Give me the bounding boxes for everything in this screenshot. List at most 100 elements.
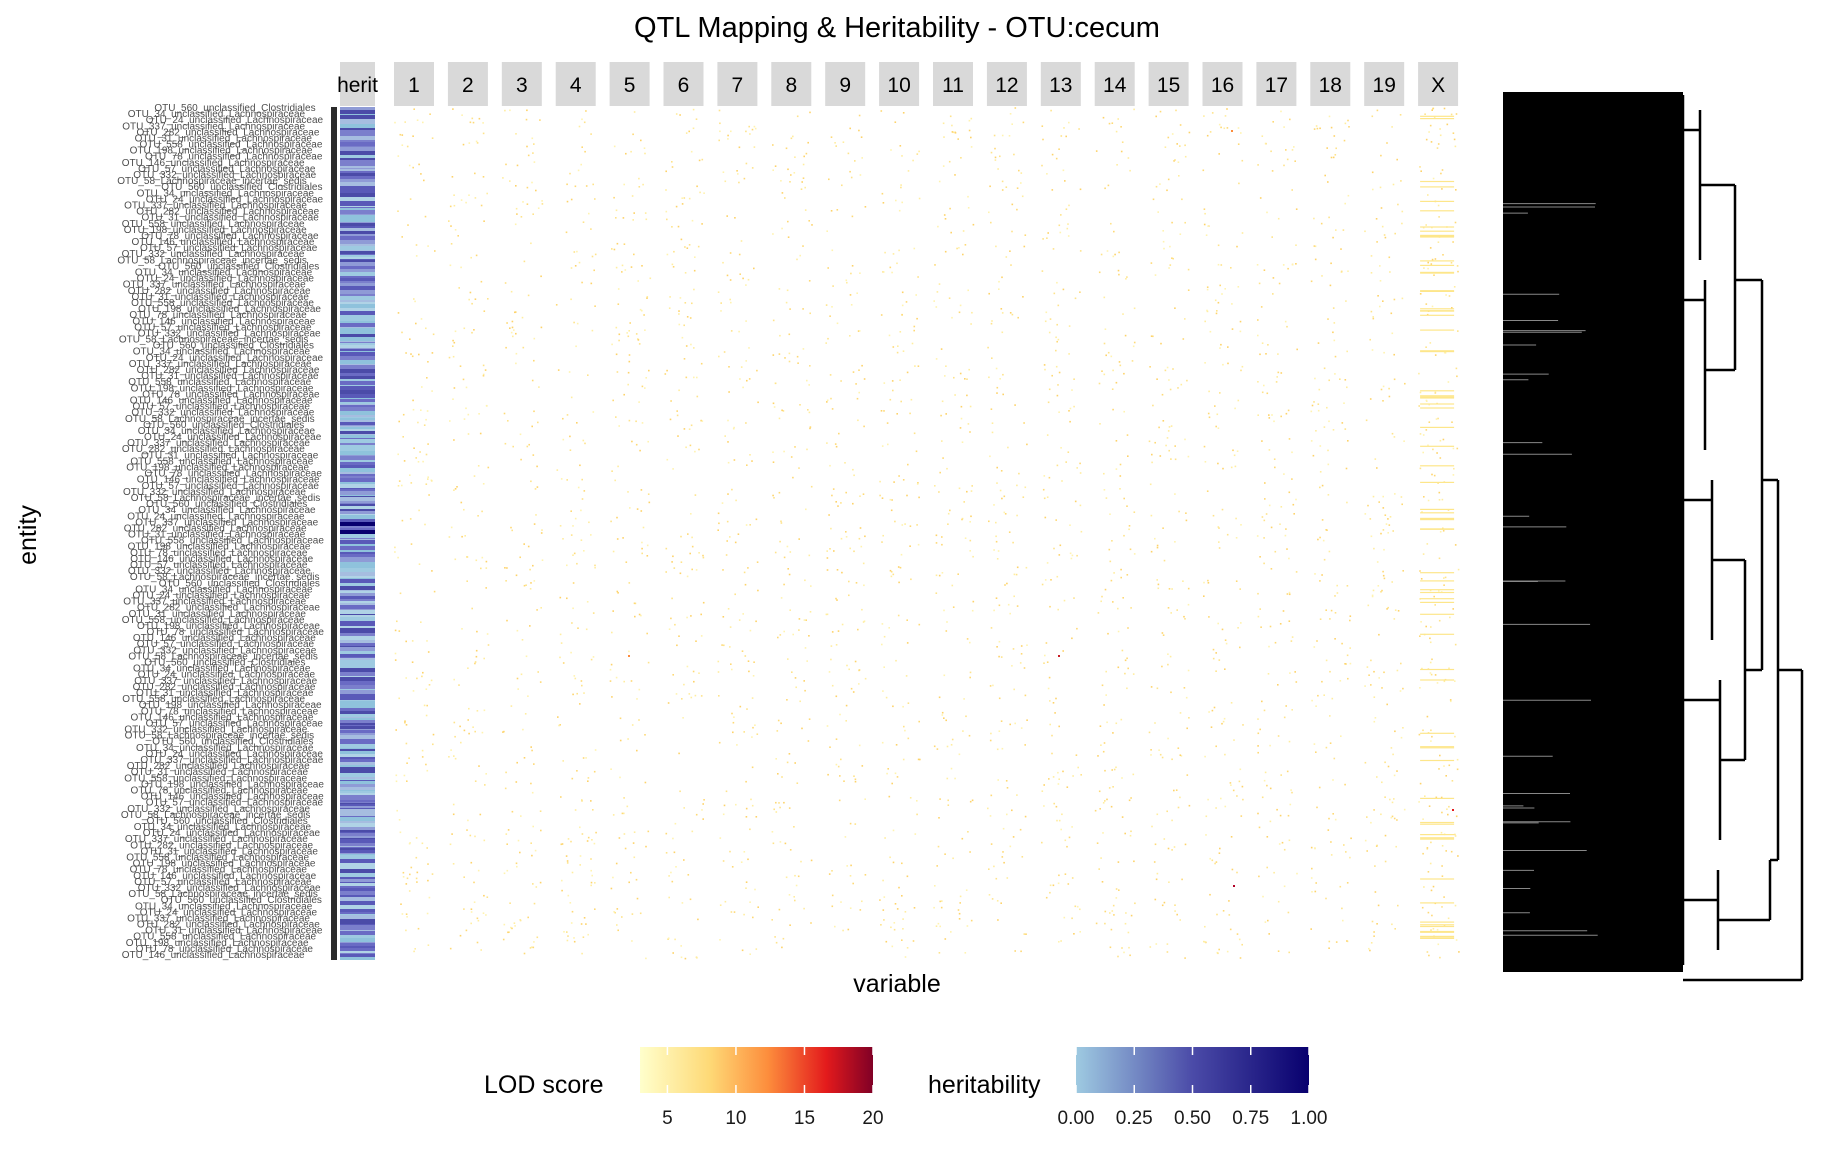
lod-cell: [410, 543, 413, 545]
lod-cell: [1420, 837, 1455, 839]
heritability-cell: [340, 793, 375, 795]
lod-cell: [957, 573, 959, 575]
lod-cell: [1457, 330, 1459, 332]
lod-cell: [673, 567, 676, 569]
lod-cell: [689, 898, 692, 901]
lod-cell: [1218, 948, 1220, 951]
lod-cell: [456, 486, 458, 488]
lod-cell: [1173, 846, 1176, 848]
lod-cell: [643, 314, 645, 316]
lod-cell: [961, 518, 963, 521]
lod-cell: [1046, 562, 1049, 564]
lod-cell: [863, 620, 866, 622]
lod-cell: [1370, 255, 1373, 257]
lod-cell: [799, 404, 801, 406]
lod-cell: [1402, 727, 1404, 729]
lod-cell: [1160, 342, 1162, 345]
entity-label: OTU_560_unclassified_Clostridiales: [152, 737, 313, 748]
lod-cell: [1277, 735, 1280, 737]
lod-cell: [1268, 933, 1270, 935]
lod-cell: [1025, 566, 1028, 569]
lod-cell: [1334, 373, 1336, 375]
lod-cell: [1439, 754, 1441, 757]
lod-cell: [830, 658, 832, 661]
lod-cell: [1179, 919, 1181, 921]
lod-cell: [405, 929, 407, 932]
lod-tick-label: 5: [662, 1108, 673, 1129]
heritability-cell: [340, 399, 375, 402]
lod-cell: [613, 911, 615, 913]
lod-cell: [1429, 641, 1432, 644]
lod-cell: [590, 534, 592, 536]
lod-cell: [1112, 369, 1114, 372]
lod-cell: [1343, 402, 1345, 404]
lod-cell: [527, 545, 530, 548]
lod-cell: [451, 833, 453, 835]
lod-cell: [722, 813, 725, 816]
heritability-cell: [340, 863, 375, 865]
lod-cell: [677, 435, 679, 437]
lod-cell: [1071, 877, 1074, 879]
lod-cell: [1166, 943, 1169, 945]
lod-cell: [1236, 795, 1238, 797]
lod-cell: [587, 374, 589, 376]
lod-cell: [999, 378, 1001, 380]
lod-cell: [1187, 669, 1190, 672]
lod-cell: [692, 127, 695, 130]
lod-cell: [1171, 849, 1173, 851]
lod-cell: [515, 362, 517, 365]
lod-cell: [745, 887, 747, 889]
entity-label: OTU_560_unclassified_Clostridiales: [159, 578, 320, 589]
lod-cell: [995, 367, 998, 370]
lod-cell: [404, 721, 406, 724]
lod-cell: [1388, 387, 1390, 390]
lod-cell: [1258, 826, 1261, 829]
lod-cell: [804, 579, 806, 582]
entity-label: OTU_78_unclassified_Lachnospiraceae: [142, 389, 320, 400]
lod-cell: [828, 671, 831, 673]
lod-cell: [854, 160, 856, 162]
lod-cell: [1392, 183, 1395, 186]
lod-cell: [1272, 293, 1274, 295]
lod-cell: [1439, 956, 1441, 959]
lod-cell: [826, 557, 829, 559]
heritability-cell: [340, 610, 375, 614]
lod-cell: [1259, 608, 1261, 610]
lod-cell: [1080, 774, 1082, 776]
heritability-cell: [340, 237, 375, 240]
entity-label: OTU_58_Lachnospiraceae_incertae_sedis: [131, 493, 321, 504]
lod-cell: [1420, 170, 1422, 172]
lod-cell: [1171, 221, 1173, 224]
lod-cell: [1424, 113, 1426, 115]
strip-chr-3: [501, 62, 542, 106]
lod-cell: [671, 161, 673, 163]
lod-cell: [1122, 313, 1124, 315]
lod-cell: [665, 210, 668, 213]
lod-cell: [858, 129, 860, 132]
lod-cell: [990, 151, 993, 154]
lod-cell: [1428, 954, 1430, 957]
lod-cell: [574, 185, 577, 188]
lod-cell: [1339, 885, 1342, 888]
lod-cell: [1121, 649, 1124, 652]
lod-cell: [535, 514, 537, 516]
lod-cell: [969, 539, 972, 542]
lod-cell: [830, 397, 832, 400]
lod-cell: [754, 888, 756, 891]
heritability-cell: [340, 558, 375, 562]
lod-cell: [688, 693, 691, 695]
lod-cell: [394, 629, 397, 632]
lod-cell: [787, 220, 789, 223]
lod-cell: [637, 280, 639, 282]
lod-cell: [1051, 734, 1053, 737]
lod-cell: [504, 567, 506, 569]
lod-cell: [861, 608, 863, 611]
lod-cell: [1257, 751, 1259, 754]
lod-cell: [1332, 156, 1335, 159]
lod-cell: [961, 441, 964, 443]
lod-cell: [429, 113, 431, 115]
lod-cell: [1269, 820, 1272, 823]
lod-cell: [576, 692, 578, 695]
lod-cell: [581, 478, 583, 481]
lod-cell: [849, 907, 852, 909]
